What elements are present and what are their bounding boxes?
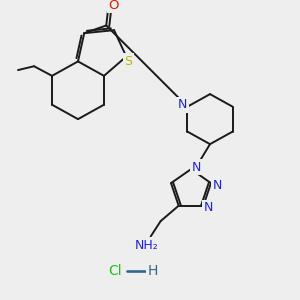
Text: N: N [191,161,201,174]
Text: N: N [178,98,187,111]
Text: S: S [124,55,132,68]
Text: N: N [204,201,213,214]
Text: H: H [148,264,158,278]
Text: Cl: Cl [108,264,122,278]
Text: N: N [212,178,222,191]
Text: NH₂: NH₂ [135,239,158,252]
Text: O: O [108,0,119,12]
